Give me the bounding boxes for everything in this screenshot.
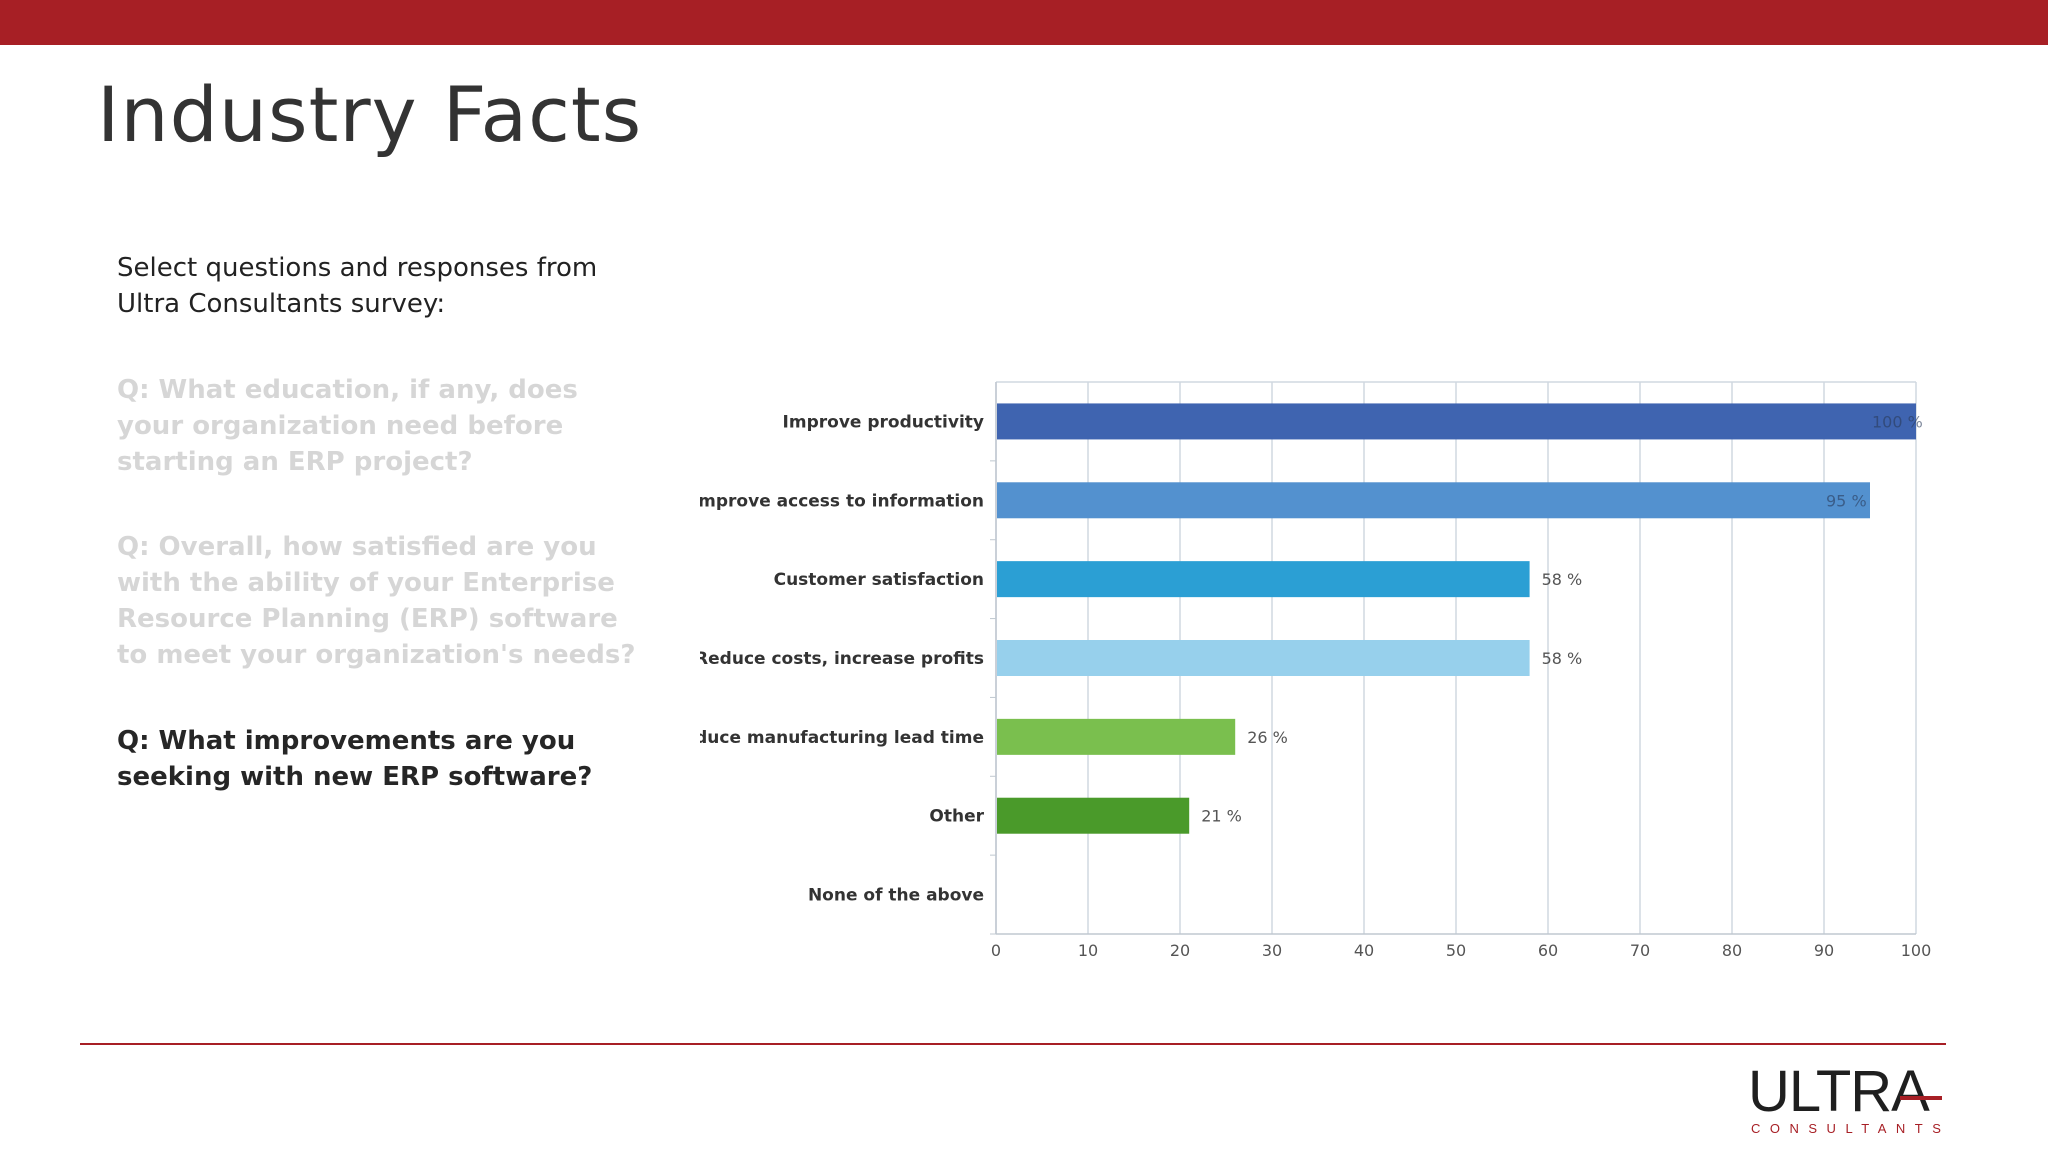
category-label-other: Other [929,807,984,827]
bar-improve-productivity [997,403,1916,440]
x-tick-label-10: 10 [1078,941,1098,960]
x-tick-label-100: 100 [1901,941,1932,960]
logo-accent-bar [1900,1096,1942,1100]
bar-other [997,797,1190,834]
x-tick-label-40: 40 [1354,941,1374,960]
bar-reduce-manufacturing-lead-time [997,718,1236,755]
footer-divider [80,1043,1946,1045]
ultra-consultants-logo: ULTRA CONSULTANTS [1748,1060,1948,1140]
value-label-improve-access-to-information: 95 % [1826,491,1867,510]
bar-customer-satisfaction [997,561,1530,598]
slide-title: Industry Facts [97,70,643,159]
category-label-reduce-costs-increase-profits: Reduce costs, increase profits [700,649,984,669]
x-tick-label-30: 30 [1262,941,1282,960]
x-tick-label-0: 0 [991,941,1001,960]
value-label-reduce-costs-increase-profits: 58 % [1542,649,1583,668]
x-tick-label-50: 50 [1446,941,1466,960]
bar-improve-access-to-information [997,482,1870,519]
value-label-customer-satisfaction: 58 % [1542,570,1583,589]
x-tick-label-20: 20 [1170,941,1190,960]
value-label-improve-productivity: 100 % [1872,412,1923,431]
category-label-none-of-the-above: None of the above [808,886,984,906]
x-tick-label-70: 70 [1630,941,1650,960]
x-tick-label-60: 60 [1538,941,1558,960]
category-label-customer-satisfaction: Customer satisfaction [774,570,984,590]
category-label-reduce-manufacturing-lead-time: Reduce manufacturing lead time [700,728,984,748]
x-tick-label-90: 90 [1814,941,1834,960]
logo-subtitle: CONSULTANTS [1751,1121,1951,1136]
intro-text: Select questions and responses from Ultr… [117,253,598,319]
question-improvements: Q: What improvements are you seeking wit… [117,726,593,792]
value-label-reduce-manufacturing-lead-time: 26 % [1247,728,1288,747]
bar-reduce-costs-increase-profits [997,640,1530,676]
logo-wordmark: ULTRA [1748,1059,1930,1124]
improvements-bar-chart: 0 10 20 30 40 50 60 70 80 90 100 Improve productivi… [700,381,1932,960]
x-tick-label-80: 80 [1722,941,1742,960]
value-label-other: 21 % [1201,807,1242,826]
question-satisfaction: Q: Overall, how satisfied are you with t… [117,532,636,670]
top-banner [0,0,2048,45]
category-label-improve-productivity: Improve productivity [783,412,984,432]
category-label-improve-access-to-information: Improve access to information [700,491,984,511]
question-education: Q: What education, if any, does your org… [117,375,578,477]
